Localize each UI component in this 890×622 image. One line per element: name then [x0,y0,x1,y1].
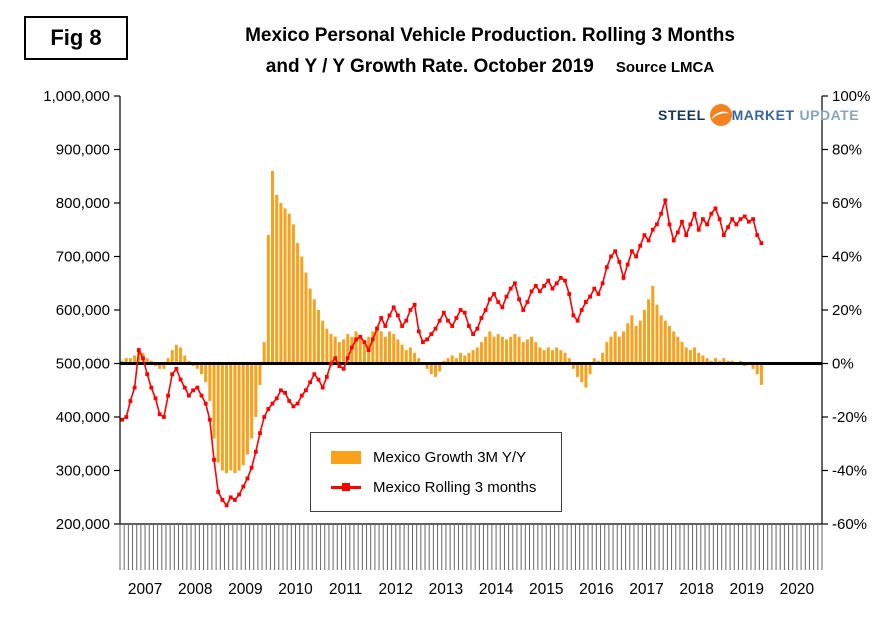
y-axis-left: 1,000,000 900,000 800,000 700,000 600,000 500… [43,88,120,533]
svg-text:2013: 2013 [429,581,463,598]
chart-source: Source LMCA [615,59,715,76]
legend-label-bars: Mexico Growth 3M Y/Y [373,448,527,466]
logo-update-text: UPDATE [799,107,860,123]
svg-text:2011: 2011 [329,581,362,598]
svg-text:2015: 2015 [529,581,563,598]
chart-legend: Mexico Growth 3M Y/Y Mexico Rolling 3 mo… [310,432,562,512]
svg-text:200,000: 200,000 [56,516,110,533]
svg-text:2019: 2019 [730,581,764,598]
svg-text:800,000: 800,000 [56,195,110,212]
logo-swirl-icon [709,104,732,126]
svg-text:0%: 0% [832,356,854,373]
svg-text:600,000: 600,000 [56,302,110,319]
logo-market-text: MARKET [731,107,795,123]
x-axis-year-labels: 2007 2008 2009 2010 2011 2012 2013 2014 2015 2016… [128,581,815,598]
x-axis-month-ticks [119,524,823,570]
y-axis-right: 100% 80% 60% 40% 20% 0% -20% -40% -60% [822,88,870,533]
svg-text:60%: 60% [832,195,862,212]
logo-steel-text: STEEL [658,107,706,123]
svg-text:2016: 2016 [579,581,613,598]
svg-text:2009: 2009 [228,581,262,598]
svg-text:2008: 2008 [178,581,212,598]
figure-label-box: Fig 8 [24,16,128,60]
steel-market-update-logo: STEEL MARKET UPDATE [658,104,859,126]
svg-text:2020: 2020 [780,581,815,598]
svg-text:2018: 2018 [679,581,713,598]
chart-title-line2: and Y / Y Growth Rate. October 2019 Sourc… [120,51,860,83]
svg-text:2017: 2017 [629,581,663,598]
svg-text:-60%: -60% [832,516,867,533]
svg-text:2007: 2007 [128,581,162,598]
line-swatch-icon [331,482,361,491]
svg-text:2014: 2014 [479,581,514,598]
figure-label: Fig 8 [50,25,102,50]
svg-text:300,000: 300,000 [56,463,110,480]
svg-text:40%: 40% [832,249,862,266]
legend-item-bars: Mexico Growth 3M Y/Y [331,449,561,466]
bars-series [120,170,763,474]
svg-text:100%: 100% [832,88,870,105]
chart-title-line1: Mexico Personal Vehicle Production. Roll… [245,25,735,46]
svg-text:1,000,000: 1,000,000 [43,88,110,105]
svg-text:900,000: 900,000 [56,142,110,159]
chart-title: Mexico Personal Vehicle Production. Roll… [120,20,860,83]
svg-text:-40%: -40% [832,463,867,480]
legend-label-line: Mexico Rolling 3 months [373,478,537,496]
legend-item-line: Mexico Rolling 3 months [331,479,561,496]
svg-text:20%: 20% [832,302,862,319]
svg-text:700,000: 700,000 [56,249,110,266]
svg-text:2012: 2012 [379,581,413,598]
line-series [120,198,764,508]
chart-title-line2-text: and Y / Y Growth Rate. October 2019 [265,56,594,77]
svg-text:400,000: 400,000 [56,409,110,426]
svg-text:500,000: 500,000 [56,356,110,373]
svg-text:80%: 80% [832,142,862,159]
svg-text:2010: 2010 [278,581,313,598]
bar-swatch-icon [331,450,361,464]
svg-text:-20%: -20% [832,409,867,426]
